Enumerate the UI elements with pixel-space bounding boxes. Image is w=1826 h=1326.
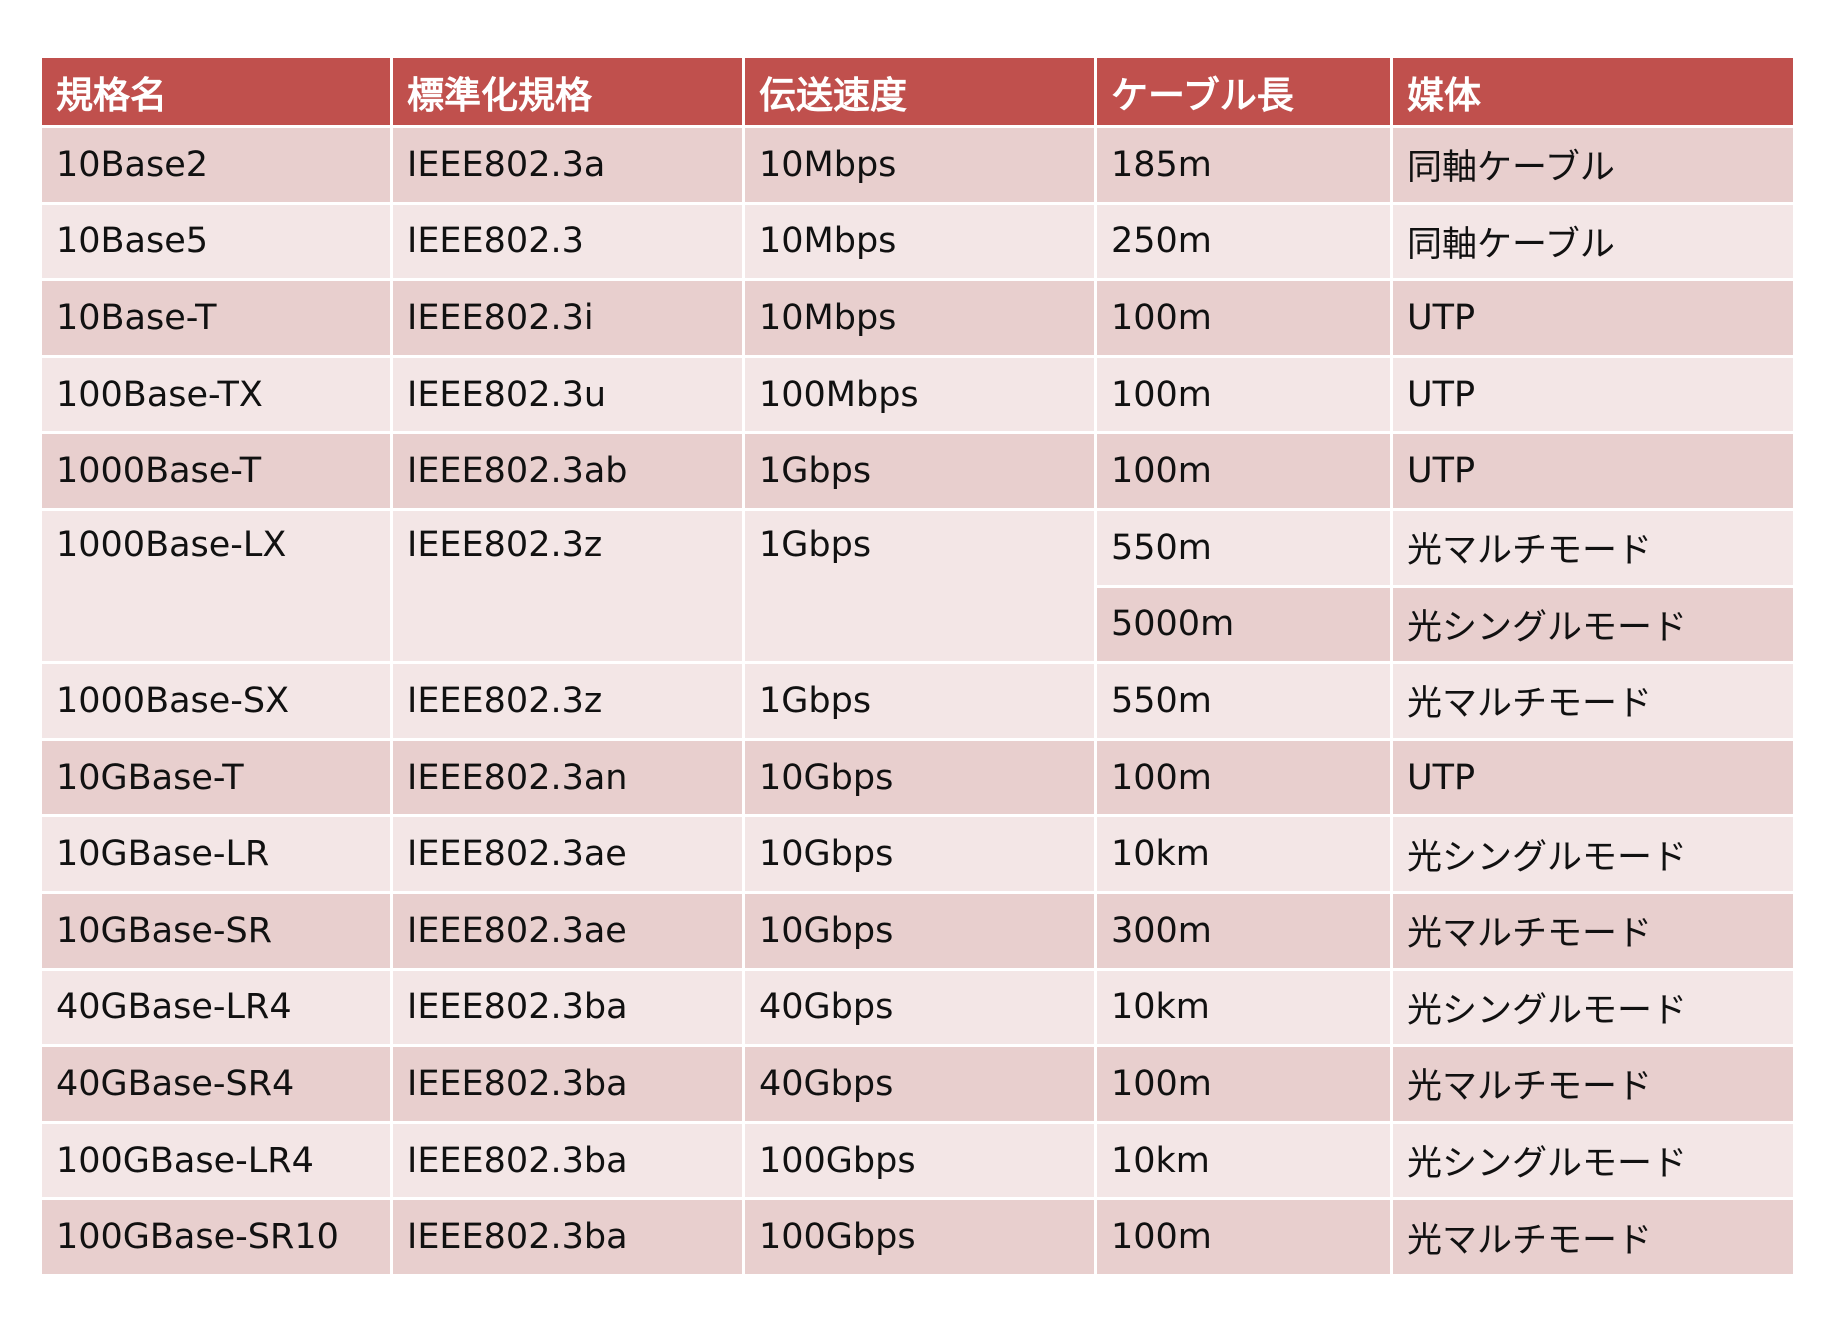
table-row: 1000Base-T IEEE802.3ab 1Gbps 100m UTP	[42, 434, 1793, 508]
table-row: 10Base2 IEEE802.3a 10Mbps 185m 同軸ケーブル	[42, 128, 1793, 202]
table-row: 10Base5 IEEE802.3 10Mbps 250m 同軸ケーブル	[42, 204, 1793, 279]
cell-speed: 40Gbps	[745, 1047, 1094, 1121]
cell-standard: IEEE802.3an	[393, 740, 742, 815]
cell-medium: 光マルチモード	[1393, 510, 1793, 585]
cell-standard: IEEE802.3ba	[393, 1200, 742, 1274]
cell-name: 10Base5	[42, 204, 390, 279]
cell-standard: IEEE802.3ae	[393, 817, 742, 891]
cell-standard: IEEE802.3ba	[393, 1123, 742, 1198]
cell-name: 100GBase-LR4	[42, 1123, 390, 1198]
cell-speed: 100Gbps	[745, 1123, 1094, 1198]
cell-speed: 1Gbps	[745, 664, 1094, 738]
cell-speed: 10Mbps	[745, 281, 1094, 355]
cell-standard: IEEE802.3ba	[393, 1047, 742, 1121]
table-row: 100GBase-SR10 IEEE802.3ba 100Gbps 100m 光…	[42, 1200, 1793, 1274]
cell-standard: IEEE802.3z	[393, 664, 742, 738]
cell-speed: 10Mbps	[745, 204, 1094, 279]
cell-cable-length: 100m	[1097, 434, 1390, 508]
table-row: 10GBase-SR IEEE802.3ae 10Gbps 300m 光マルチモ…	[42, 893, 1793, 968]
cell-medium: 光マルチモード	[1393, 1200, 1793, 1274]
cell-cable-length: 100m	[1097, 357, 1390, 432]
cell-speed: 10Gbps	[745, 817, 1094, 891]
cell-standard: IEEE802.3ba	[393, 970, 742, 1045]
cell-medium: UTP	[1393, 281, 1793, 355]
table-header-row: 規格名 標準化規格 伝送速度 ケーブル長 媒体	[42, 58, 1793, 125]
cell-cable-length: 10km	[1097, 1123, 1390, 1198]
header-cable-length: ケーブル長	[1097, 58, 1390, 125]
cell-medium: 同軸ケーブル	[1393, 128, 1793, 202]
cell-speed: 100Gbps	[745, 1200, 1094, 1274]
cell-cable-length: 100m	[1097, 281, 1390, 355]
cell-name: 10Base2	[42, 128, 390, 202]
cell-speed: 1Gbps	[745, 434, 1094, 508]
header-speed: 伝送速度	[745, 58, 1094, 125]
table-row: 1000Base-LX IEEE802.3z 1Gbps 550m 光マルチモー…	[42, 510, 1793, 662]
cell-name: 40GBase-LR4	[42, 970, 390, 1045]
cell-medium: 光シングルモード	[1393, 970, 1793, 1045]
cell-standard: IEEE802.3ae	[393, 893, 742, 968]
cell-name: 100Base-TX	[42, 357, 390, 432]
cell-name: 10GBase-LR	[42, 817, 390, 891]
cell-standard: IEEE802.3i	[393, 281, 742, 355]
cell-cable-length: 550m	[1097, 664, 1390, 738]
cell-speed: 100Mbps	[745, 357, 1094, 432]
cell-speed: 1Gbps	[745, 510, 1094, 662]
cell-name: 10GBase-T	[42, 740, 390, 815]
table-row: 40GBase-SR4 IEEE802.3ba 40Gbps 100m 光マルチ…	[42, 1047, 1793, 1121]
cell-cable-length: 100m	[1097, 1047, 1390, 1121]
cell-medium: 同軸ケーブル	[1393, 204, 1793, 279]
cell-medium: 光シングルモード	[1393, 587, 1793, 662]
cell-medium: UTP	[1393, 434, 1793, 508]
cell-cable-length: 10km	[1097, 970, 1390, 1045]
cell-cable-length: 185m	[1097, 128, 1390, 202]
table-row: 100Base-TX IEEE802.3u 100Mbps 100m UTP	[42, 357, 1793, 432]
cell-standard: IEEE802.3u	[393, 357, 742, 432]
cell-cable-length: 10km	[1097, 817, 1390, 891]
cell-medium: 光シングルモード	[1393, 1123, 1793, 1198]
ethernet-standards-table: 規格名 標準化規格 伝送速度 ケーブル長 媒体 10Base2 IEEE802.…	[39, 55, 1796, 1277]
table-row: 1000Base-SX IEEE802.3z 1Gbps 550m 光マルチモー…	[42, 664, 1793, 738]
table-row: 10GBase-LR IEEE802.3ae 10Gbps 10km 光シングル…	[42, 817, 1793, 891]
cell-medium: 光マルチモード	[1393, 1047, 1793, 1121]
table-row: 10Base-T IEEE802.3i 10Mbps 100m UTP	[42, 281, 1793, 355]
header-standard: 標準化規格	[393, 58, 742, 125]
cell-cable-length: 550m	[1097, 510, 1390, 585]
header-name: 規格名	[42, 58, 390, 125]
cell-name: 100GBase-SR10	[42, 1200, 390, 1274]
table-row: 5000m 光シングルモード	[42, 587, 1793, 662]
cell-standard: IEEE802.3a	[393, 128, 742, 202]
cell-name: 1000Base-T	[42, 434, 390, 508]
cell-speed: 10Mbps	[745, 128, 1094, 202]
cell-medium: 光シングルモード	[1393, 817, 1793, 891]
cell-medium: UTP	[1393, 357, 1793, 432]
cell-medium: 光マルチモード	[1393, 664, 1793, 738]
cell-name: 1000Base-LX	[42, 510, 390, 662]
table-row: 100GBase-LR4 IEEE802.3ba 100Gbps 10km 光シ…	[42, 1123, 1793, 1198]
cell-speed: 10Gbps	[745, 740, 1094, 815]
table-row: 40GBase-LR4 IEEE802.3ba 40Gbps 10km 光シング…	[42, 970, 1793, 1045]
cell-medium: UTP	[1393, 740, 1793, 815]
cell-name: 10GBase-SR	[42, 893, 390, 968]
cell-cable-length: 300m	[1097, 893, 1390, 968]
cell-speed: 10Gbps	[745, 893, 1094, 968]
cell-standard: IEEE802.3z	[393, 510, 742, 662]
cell-cable-length: 100m	[1097, 740, 1390, 815]
header-medium: 媒体	[1393, 58, 1793, 125]
cell-standard: IEEE802.3	[393, 204, 742, 279]
cell-name: 1000Base-SX	[42, 664, 390, 738]
cell-medium: 光マルチモード	[1393, 893, 1793, 968]
cell-name: 10Base-T	[42, 281, 390, 355]
cell-name: 40GBase-SR4	[42, 1047, 390, 1121]
cell-cable-length: 5000m	[1097, 587, 1390, 662]
cell-cable-length: 250m	[1097, 204, 1390, 279]
cell-cable-length: 100m	[1097, 1200, 1390, 1274]
cell-standard: IEEE802.3ab	[393, 434, 742, 508]
table-row: 10GBase-T IEEE802.3an 10Gbps 100m UTP	[42, 740, 1793, 815]
cell-speed: 40Gbps	[745, 970, 1094, 1045]
